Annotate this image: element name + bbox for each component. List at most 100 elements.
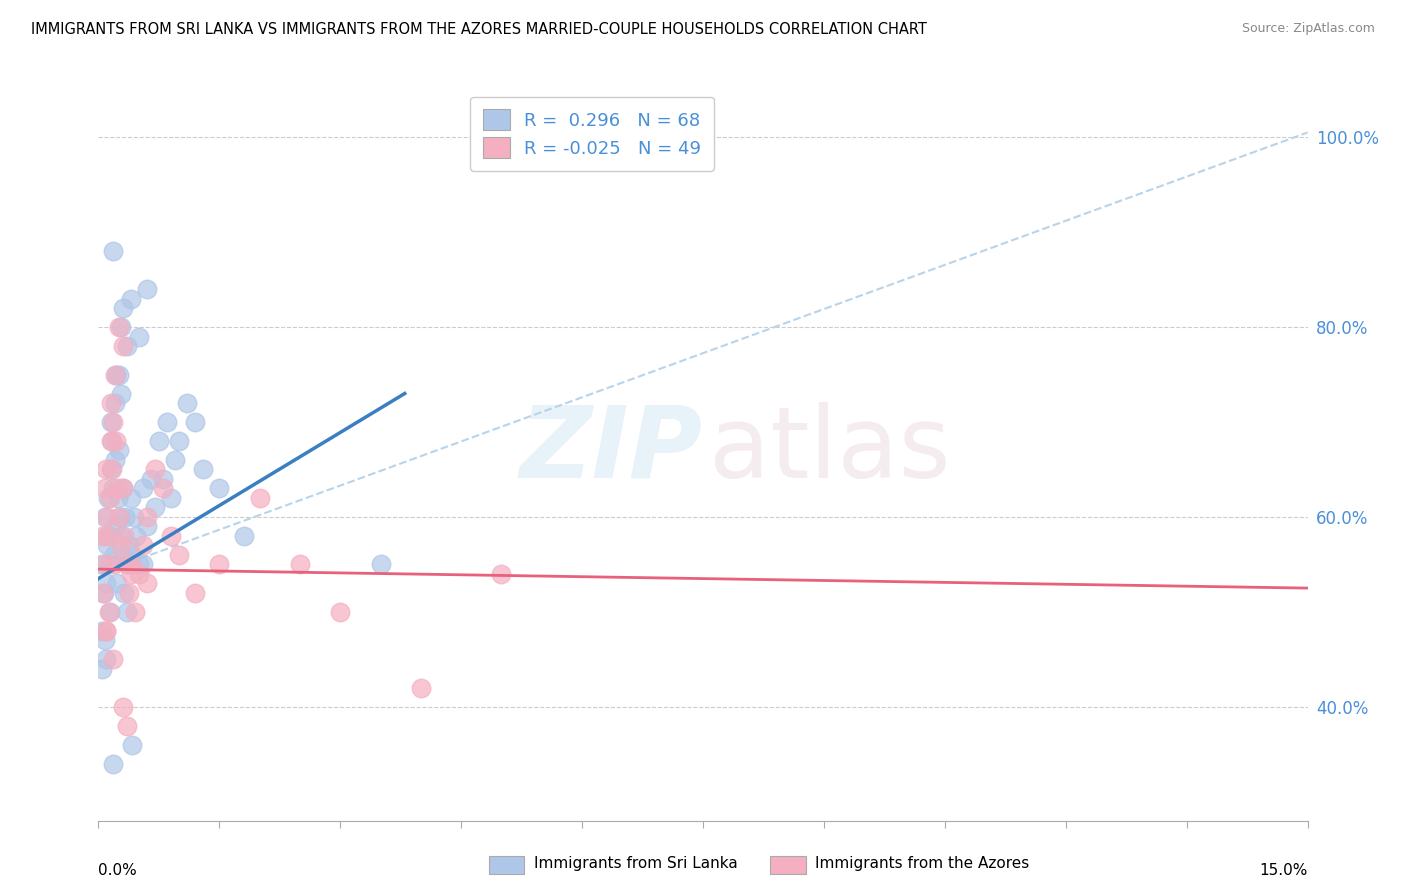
Point [132, 538, 155, 552]
Point [100, 415, 122, 429]
Point [100, 434, 122, 448]
Point [491, 566, 513, 581]
Point [94, 509, 117, 524]
Point [94, 624, 117, 638]
Point [100, 462, 122, 476]
Text: 0.0%: 0.0% [98, 863, 138, 879]
Point [135, 509, 157, 524]
Point [152, 482, 174, 496]
Text: IMMIGRANTS FROM SRI LANKA VS IMMIGRANTS FROM THE AZORES MARRIED-COUPLE HOUSEHOLD: IMMIGRANTS FROM SRI LANKA VS IMMIGRANTS … [31, 22, 927, 37]
Point [112, 586, 135, 600]
Point [135, 282, 157, 296]
Legend: R =  0.296   N = 68, R = -0.025   N = 49: R = 0.296 N = 68, R = -0.025 N = 49 [470, 96, 714, 171]
Text: Immigrants from Sri Lanka: Immigrants from Sri Lanka [534, 856, 738, 871]
Point [96, 509, 118, 524]
Point [110, 529, 132, 543]
Point [112, 548, 135, 562]
Point [288, 558, 311, 572]
Point [91, 624, 114, 638]
Point [152, 472, 174, 486]
Point [120, 566, 142, 581]
Point [105, 576, 128, 591]
Point [112, 529, 135, 543]
Point [108, 509, 131, 524]
Text: atlas: atlas [709, 402, 950, 499]
Point [103, 368, 125, 382]
Point [94, 482, 117, 496]
Text: Source: ZipAtlas.com: Source: ZipAtlas.com [1241, 22, 1375, 36]
Point [105, 434, 128, 448]
Point [111, 301, 134, 315]
Point [111, 699, 134, 714]
Point [96, 624, 118, 638]
Point [128, 329, 150, 343]
Point [163, 453, 186, 467]
Point [104, 453, 127, 467]
Point [115, 558, 138, 572]
Point [111, 482, 134, 496]
Point [409, 681, 432, 695]
Point [114, 509, 136, 524]
Point [98, 605, 121, 619]
Point [122, 509, 145, 524]
Point [101, 652, 124, 666]
Text: Immigrants from the Azores: Immigrants from the Azores [815, 856, 1029, 871]
Point [96, 652, 118, 666]
Point [91, 586, 114, 600]
Point [100, 396, 122, 410]
Point [139, 472, 162, 486]
Point [135, 576, 157, 591]
Point [208, 558, 231, 572]
Point [101, 756, 124, 771]
Point [108, 509, 131, 524]
Point [156, 415, 179, 429]
Point [97, 605, 120, 619]
Point [101, 415, 124, 429]
Point [103, 396, 125, 410]
Point [93, 558, 115, 572]
Point [97, 491, 120, 505]
Point [96, 462, 118, 476]
Point [115, 339, 138, 353]
Point [124, 529, 146, 543]
Point [94, 633, 117, 648]
Point [94, 529, 117, 543]
Point [110, 538, 132, 552]
Point [143, 462, 166, 476]
Point [132, 558, 155, 572]
Point [100, 529, 122, 543]
Point [96, 538, 118, 552]
Point [184, 586, 207, 600]
Point [370, 558, 392, 572]
Point [101, 482, 124, 496]
Point [184, 415, 207, 429]
Point [101, 434, 124, 448]
Point [121, 548, 143, 562]
Text: 15.0%: 15.0% [1260, 863, 1308, 879]
Point [132, 482, 155, 496]
Point [249, 491, 271, 505]
Point [128, 566, 150, 581]
Point [167, 434, 190, 448]
Point [120, 558, 142, 572]
Point [118, 538, 141, 552]
Point [97, 558, 120, 572]
Point [103, 558, 125, 572]
Point [160, 529, 183, 543]
Point [176, 396, 198, 410]
Point [93, 586, 115, 600]
Point [98, 491, 121, 505]
Point [128, 558, 150, 572]
Point [91, 529, 114, 543]
Point [208, 482, 231, 496]
Point [91, 558, 114, 572]
Point [232, 529, 254, 543]
Point [107, 482, 129, 496]
Point [117, 605, 139, 619]
Point [97, 529, 120, 543]
Point [107, 491, 129, 505]
Point [120, 292, 142, 306]
Point [101, 462, 124, 476]
Point [110, 320, 132, 334]
Point [111, 339, 134, 353]
